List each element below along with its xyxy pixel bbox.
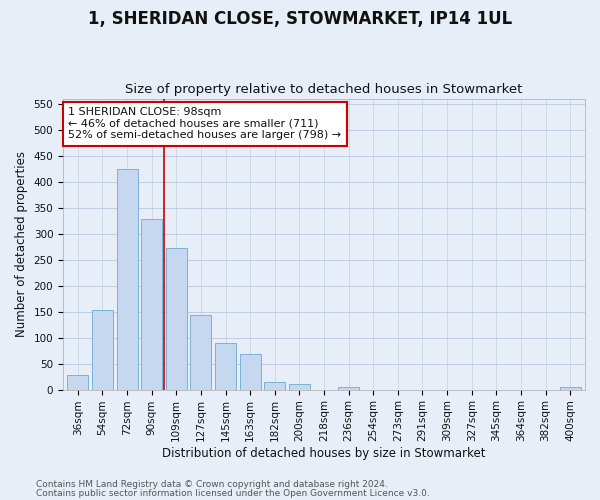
Y-axis label: Number of detached properties: Number of detached properties <box>15 151 28 337</box>
Bar <box>67 375 88 390</box>
Title: Size of property relative to detached houses in Stowmarket: Size of property relative to detached ho… <box>125 83 523 96</box>
Bar <box>166 248 187 390</box>
Bar <box>289 384 310 390</box>
Text: Contains HM Land Registry data © Crown copyright and database right 2024.: Contains HM Land Registry data © Crown c… <box>36 480 388 489</box>
Bar <box>116 169 137 390</box>
Text: 1, SHERIDAN CLOSE, STOWMARKET, IP14 1UL: 1, SHERIDAN CLOSE, STOWMARKET, IP14 1UL <box>88 10 512 28</box>
Bar <box>560 387 581 390</box>
Bar <box>239 354 260 390</box>
Bar <box>338 387 359 390</box>
X-axis label: Distribution of detached houses by size in Stowmarket: Distribution of detached houses by size … <box>162 447 486 460</box>
Text: 1 SHERIDAN CLOSE: 98sqm
← 46% of detached houses are smaller (711)
52% of semi-d: 1 SHERIDAN CLOSE: 98sqm ← 46% of detache… <box>68 108 341 140</box>
Bar <box>190 315 211 390</box>
Bar <box>265 382 285 390</box>
Bar <box>92 310 113 390</box>
Text: Contains public sector information licensed under the Open Government Licence v3: Contains public sector information licen… <box>36 489 430 498</box>
Bar <box>215 343 236 390</box>
Bar <box>141 218 162 390</box>
